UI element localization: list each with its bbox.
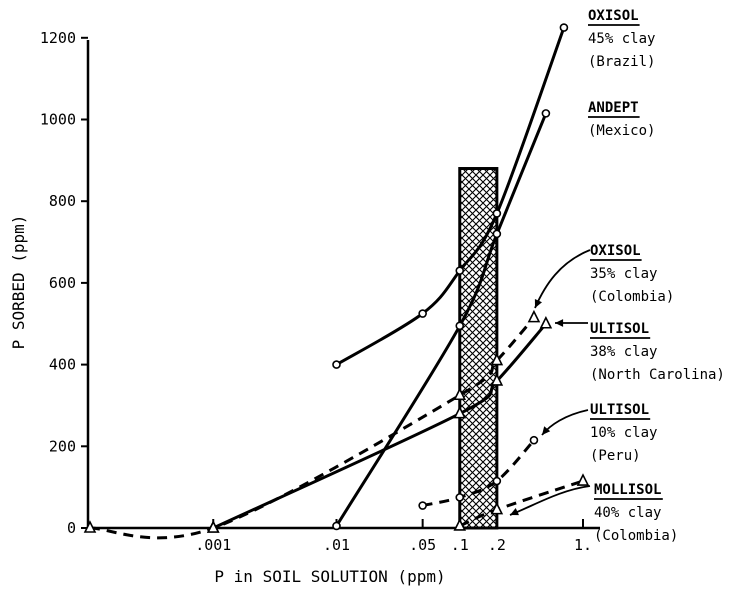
series-label-ultisol38: ULTISOL xyxy=(590,321,649,337)
data-point-oxisol45 xyxy=(559,23,569,32)
series-label-oxisol45: (Brazil) xyxy=(588,54,655,70)
y-axis-title: P SORBED (ppm) xyxy=(9,215,28,350)
y-tick-label: 400 xyxy=(49,356,76,374)
x-tick-label: .1 xyxy=(451,536,469,554)
series-label-oxisol35: (Colombia) xyxy=(590,289,674,305)
series-label-andept: ANDEPT xyxy=(588,100,639,116)
y-tick-label: 1000 xyxy=(40,111,76,129)
x-tick-label: .01 xyxy=(323,536,350,554)
series-label-ultisol38: (North Carolina) xyxy=(590,367,725,383)
series-label-andept: (Mexico) xyxy=(588,123,655,139)
x-axis-title: P in SOIL SOLUTION (ppm) xyxy=(214,567,445,586)
data-point-oxisol45 xyxy=(492,209,502,218)
data-point-ultisol38 xyxy=(453,405,467,419)
label-arrow-line xyxy=(509,485,591,516)
series-line-oxisol35 xyxy=(89,316,536,540)
data-point-oxisol35 xyxy=(527,309,541,323)
series-markers xyxy=(83,23,590,533)
data-point-andept xyxy=(332,521,341,531)
label-arrow-head xyxy=(542,426,551,435)
data-point-oxisol35 xyxy=(490,352,504,366)
series-label-oxisol35: OXISOL xyxy=(590,243,641,259)
series-line-ultisol10 xyxy=(422,439,536,507)
data-point-andept xyxy=(492,229,502,239)
series-label-mollisol: 40% clay xyxy=(594,505,661,521)
data-point-ultisol38 xyxy=(490,373,504,386)
series-label-oxisol35: 35% clay xyxy=(590,266,657,282)
x-tick-label: .001 xyxy=(195,536,231,554)
label-arrow-head xyxy=(510,508,519,516)
data-point-ultisol10 xyxy=(455,493,465,502)
data-point-oxisol45 xyxy=(455,266,465,275)
data-point-mollisol xyxy=(453,518,467,531)
series-label-ultisol10: 10% clay xyxy=(590,425,657,441)
data-point-ultisol10 xyxy=(418,501,427,510)
data-point-ultisol38 xyxy=(206,520,220,533)
series-label-mollisol: (Colombia) xyxy=(594,528,678,544)
data-point-ultisol10 xyxy=(529,435,539,445)
series-label-oxisol45: OXISOL xyxy=(588,8,639,24)
y-tick-label: 800 xyxy=(49,192,76,210)
data-point-andept xyxy=(455,321,465,331)
y-tick-label: 200 xyxy=(49,437,76,455)
y-tick-label: 600 xyxy=(49,274,76,292)
label-arrows xyxy=(509,249,591,516)
y-tick-label: 1200 xyxy=(40,29,76,47)
series-label-mollisol: MOLLISOL xyxy=(594,482,661,498)
series-lines xyxy=(89,27,584,540)
x-tick-label: .05 xyxy=(409,536,436,554)
axes xyxy=(86,40,600,530)
label-arrow-head xyxy=(534,299,542,308)
data-point-ultisol38 xyxy=(539,315,553,329)
data-point-andept xyxy=(541,109,551,118)
label-arrow-line xyxy=(534,249,591,309)
y-tick-label: 0 xyxy=(67,519,76,537)
data-point-oxisol35 xyxy=(453,387,467,401)
ticks: 0 200 400 600 800 1000 1200 .001 .01 .05 .1 .2 1. xyxy=(40,29,592,554)
series-line-ultisol38 xyxy=(212,322,548,530)
data-point-mollisol xyxy=(576,473,590,486)
series-label-ultisol38: 38% clay xyxy=(590,344,657,360)
data-point-ultisol10 xyxy=(492,476,502,486)
data-point-oxisol45 xyxy=(418,309,427,318)
series-labels: OXISOL 45% clay (Brazil) ANDEPT (Mexico) OXIS… xyxy=(588,8,725,544)
x-tick-label: 1. xyxy=(574,536,592,554)
data-point-mollisol xyxy=(490,501,504,515)
label-arrow-head xyxy=(555,319,564,327)
data-point-oxisol45 xyxy=(332,360,341,369)
data-point-oxisol35 xyxy=(83,520,97,533)
series-line-oxisol45 xyxy=(335,27,566,366)
series-label-ultisol10: ULTISOL xyxy=(590,402,649,418)
series-label-oxisol45: 45% clay xyxy=(588,31,655,47)
series-line-andept xyxy=(335,112,548,527)
series-label-ultisol10: (Peru) xyxy=(590,448,641,464)
x-tick-label: .2 xyxy=(488,536,506,554)
